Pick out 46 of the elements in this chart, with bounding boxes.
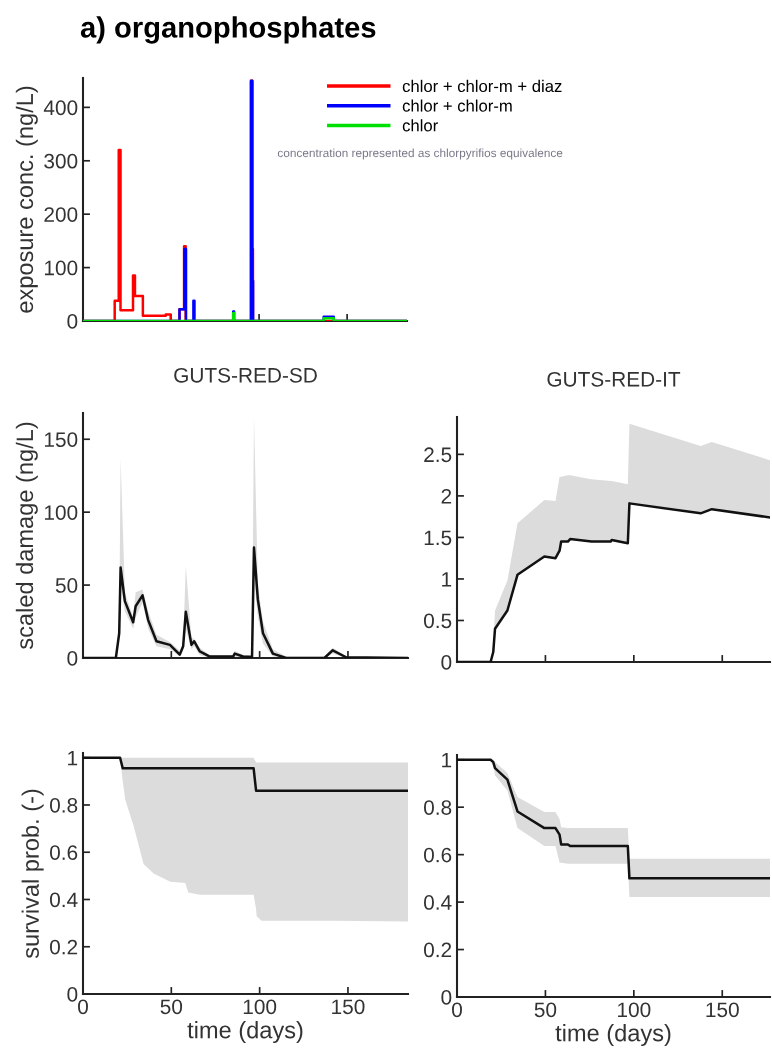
y-tick-label: 100 — [44, 260, 78, 276]
y-tick-label: 1 — [442, 572, 452, 587]
x-tick-label: 0 — [452, 1002, 462, 1018]
y-tick-label: 0.4 — [423, 895, 452, 910]
x-axis-title: time (days) — [555, 1024, 671, 1047]
y-axis-title: survival prob. (-) — [21, 789, 44, 959]
chart-title: a) organophosphates — [80, 16, 376, 44]
y-tick-label: 1 — [68, 750, 78, 766]
y-tick-label: 0 — [441, 655, 452, 670]
y-tick-label: 100 — [44, 505, 78, 520]
y-tick-label: 0.2 — [49, 939, 78, 955]
y-tick-label: 0.8 — [49, 797, 78, 813]
x-tick-label: 150 — [332, 999, 365, 1015]
x-tick-label: 100 — [243, 999, 277, 1015]
legend-label: chlor + chlor-m — [402, 99, 512, 112]
y-tick-label: 300 — [44, 153, 78, 169]
x-tick-label: 50 — [534, 1002, 557, 1018]
chart-title: GUTS-RED-SD — [174, 367, 317, 383]
y-axis-title: scaled damage (ng/L) — [15, 422, 38, 650]
x-tick-label: 100 — [618, 1002, 651, 1018]
y-tick-label: 2.5 — [424, 447, 452, 463]
legend-label: chlor — [402, 119, 438, 132]
legend-label: chlor + chlor-m + diaz — [402, 79, 562, 93]
x-tick-label: 150 — [706, 1002, 739, 1018]
y-tick-label: 0.4 — [49, 892, 78, 908]
y-tick-label: 1 — [442, 752, 452, 768]
y-tick-label: 0.6 — [423, 847, 452, 863]
y-tick-label: 0.5 — [423, 613, 452, 629]
y-tick-label: 0.2 — [423, 942, 452, 958]
y-tick-label: 0 — [67, 314, 78, 329]
y-tick-label: 50 — [55, 578, 78, 593]
y-axis-title: exposure conc. (ng/L) — [15, 86, 38, 313]
y-tick-label: 2 — [441, 488, 452, 504]
y-tick-label: 150 — [44, 432, 78, 447]
y-tick-label: 0 — [67, 987, 78, 1002]
y-tick-label: 400 — [43, 100, 78, 116]
y-tick-label: 0.6 — [49, 845, 78, 860]
y-tick-label: 200 — [44, 207, 78, 222]
y-tick-label: 0 — [67, 651, 78, 666]
y-tick-label: 1.5 — [424, 530, 452, 546]
x-tick-label: 50 — [160, 999, 183, 1015]
annotation: concentration represented as chlorpyrifios equivalence — [277, 148, 563, 160]
x-axis-title: time (days) — [187, 1021, 303, 1044]
x-tick-label: 0 — [78, 999, 88, 1015]
chart-title: GUTS-RED-IT — [547, 371, 681, 387]
y-tick-label: 0.8 — [423, 800, 452, 815]
